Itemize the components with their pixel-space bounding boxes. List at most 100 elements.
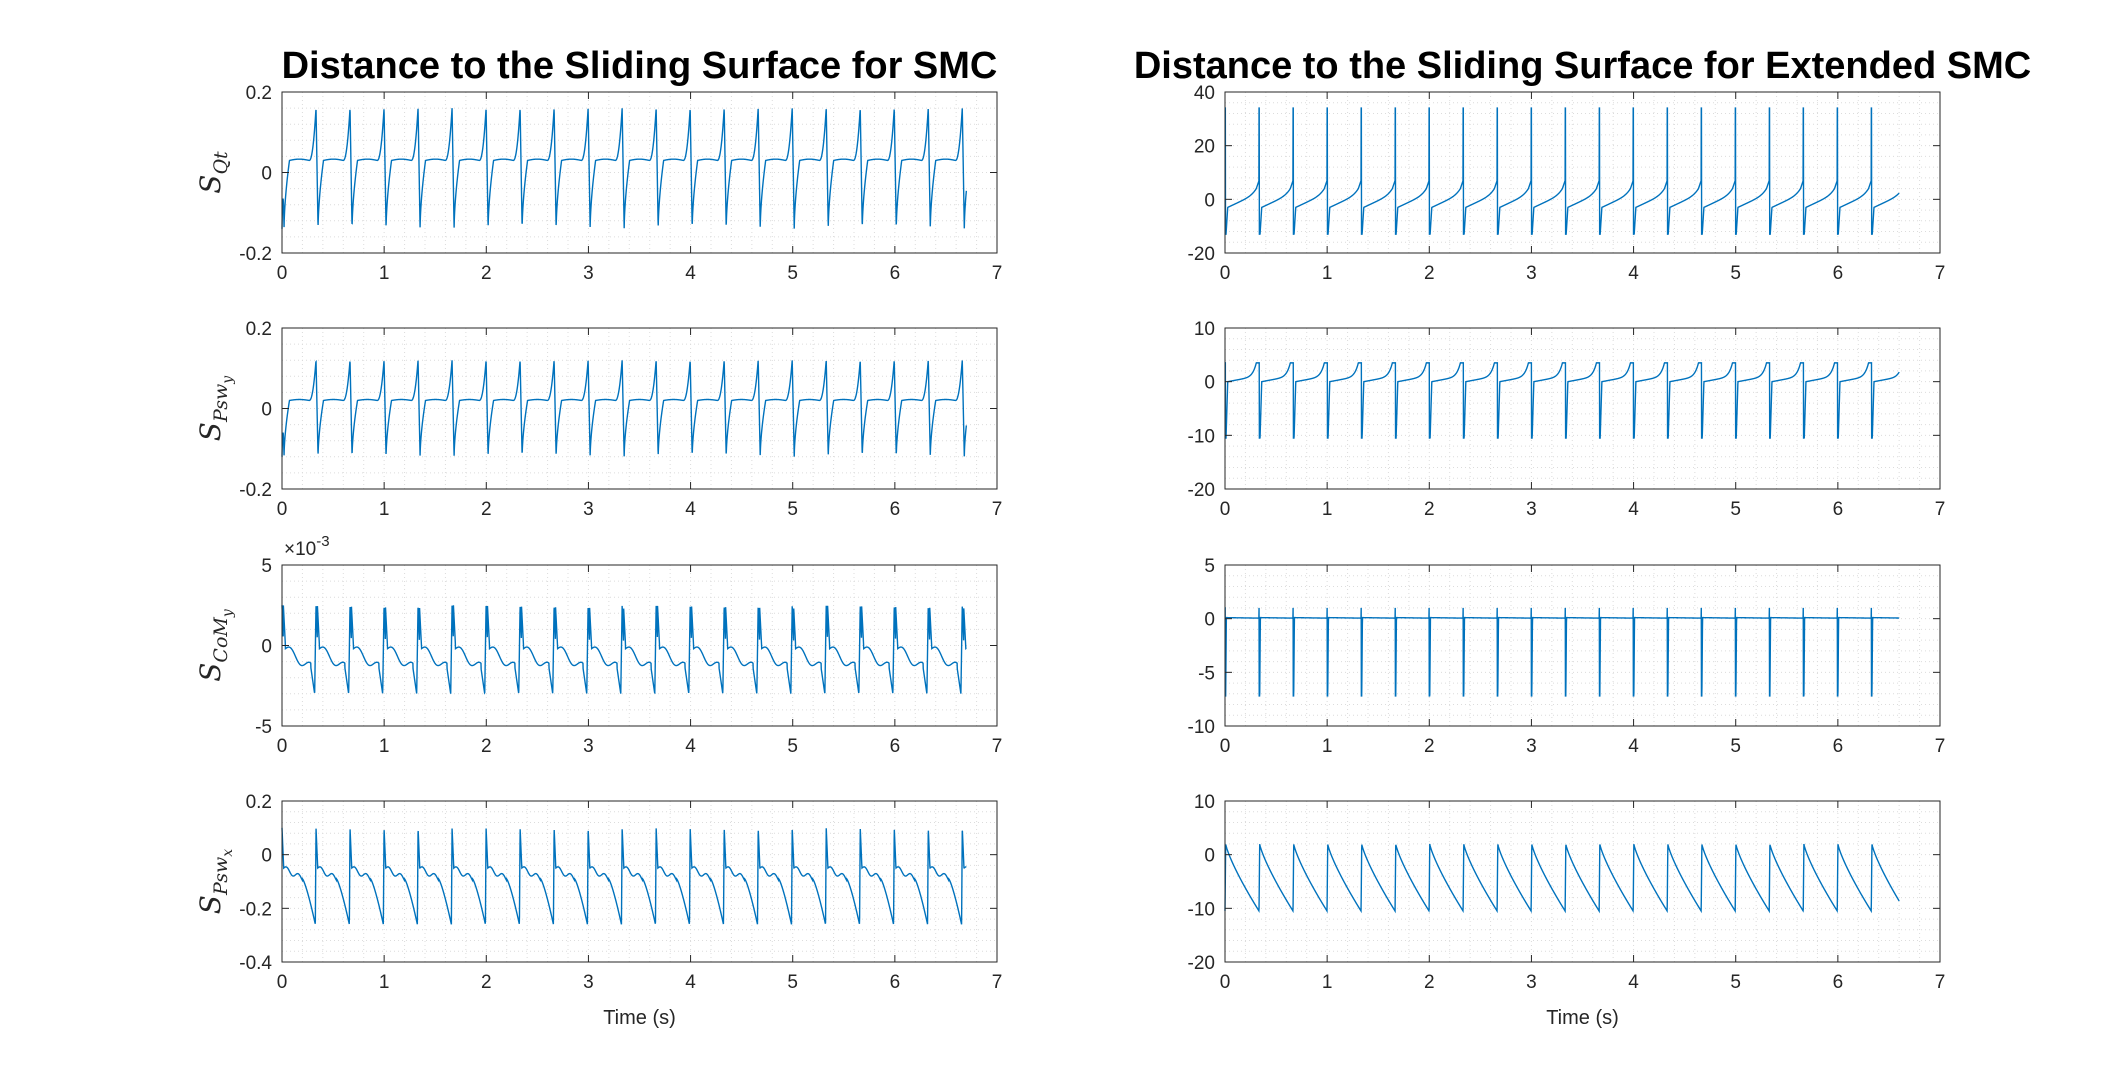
- x-tick-label: 7: [992, 736, 1003, 757]
- y-tick-label: 10: [1194, 319, 1215, 340]
- x-tick-label: 4: [1628, 499, 1639, 520]
- plot-area: [282, 92, 997, 253]
- x-tick-label: 4: [1628, 736, 1639, 757]
- x-tick-label: 3: [1526, 499, 1537, 520]
- x-tick-label: 5: [787, 499, 798, 520]
- series-line: [281, 827, 967, 925]
- x-tick-label: 7: [1935, 499, 1946, 520]
- y-tick-label: -10: [1188, 899, 1215, 920]
- x-tick-label: 6: [890, 736, 901, 757]
- y-tick-label: -10: [1188, 426, 1215, 447]
- x-tick-label: 1: [1322, 736, 1333, 757]
- x-tick-label: 7: [992, 499, 1003, 520]
- y-tick-label: 0: [1204, 610, 1215, 631]
- x-axis-label: Time (s): [1546, 1007, 1619, 1029]
- x-tick-label: 6: [1833, 499, 1844, 520]
- subplot-r2: 0 1 2 3 4 5 6 7 -20 -10 0 10: [1188, 319, 1946, 520]
- x-tick-label: 2: [1424, 736, 1435, 757]
- x-tick-label: 2: [481, 972, 492, 993]
- x-tick-label: 0: [277, 972, 288, 993]
- y-tick-label: -0.2: [239, 899, 272, 920]
- series-line: [281, 605, 967, 695]
- series-line: [1224, 362, 1900, 439]
- x-tick-label: 3: [583, 972, 594, 993]
- y-tick-label: 10: [1194, 792, 1215, 813]
- x-tick-label: 5: [1730, 263, 1741, 284]
- y-tick-label: 0.2: [246, 792, 272, 813]
- x-tick-label: 3: [1526, 736, 1537, 757]
- x-tick-label: 6: [1833, 736, 1844, 757]
- series-line: [1224, 107, 1900, 235]
- x-tick-label: 4: [685, 972, 696, 993]
- x-tick-label: 2: [481, 499, 492, 520]
- x-tick-label: 7: [992, 972, 1003, 993]
- x-tick-label: 1: [379, 736, 390, 757]
- x-tick-label: 2: [1424, 499, 1435, 520]
- x-tick-label: 6: [1833, 263, 1844, 284]
- x-tick-label: 4: [685, 736, 696, 757]
- plot-area: [282, 801, 997, 962]
- y-axis-label: SCoMy: [194, 608, 236, 682]
- x-tick-label: 3: [583, 263, 594, 284]
- x-tick-label: 6: [890, 499, 901, 520]
- x-tick-label: 4: [1628, 972, 1639, 993]
- y-exponent-label: ×10-3: [284, 533, 330, 560]
- x-tick-label: 7: [992, 263, 1003, 284]
- y-tick-label: -0.2: [239, 480, 272, 501]
- y-tick-label: 40: [1194, 83, 1215, 104]
- x-tick-label: 1: [379, 499, 390, 520]
- x-tick-label: 2: [481, 736, 492, 757]
- x-axis-label: Time (s): [603, 1007, 676, 1029]
- x-tick-label: 2: [481, 263, 492, 284]
- x-tick-label: 5: [1730, 736, 1741, 757]
- y-tick-label: 0: [261, 846, 272, 867]
- x-tick-label: 5: [787, 736, 798, 757]
- plot-area: [282, 328, 997, 489]
- series-line: [1224, 607, 1900, 697]
- chart-title: Distance to the Sliding Surface for SMC: [282, 45, 998, 87]
- x-tick-label: 1: [1322, 499, 1333, 520]
- y-tick-label: 5: [1204, 556, 1215, 577]
- x-tick-label: 3: [583, 736, 594, 757]
- y-axis-label: SPswx: [194, 849, 236, 914]
- x-tick-label: 5: [1730, 499, 1741, 520]
- axes-box: [1224, 91, 1941, 254]
- x-tick-label: 5: [787, 972, 798, 993]
- y-tick-label: 0: [1204, 846, 1215, 867]
- axes-box: [281, 800, 998, 963]
- y-tick-label: 0.2: [246, 319, 272, 340]
- chart-title: Distance to the Sliding Surface for Exte…: [1134, 45, 2031, 87]
- plot-area: [1225, 92, 1940, 253]
- x-tick-label: 2: [1424, 263, 1435, 284]
- y-tick-label: 0.2: [246, 83, 272, 104]
- y-tick-label: -20: [1188, 480, 1215, 501]
- axes-box: [1224, 800, 1941, 963]
- x-tick-label: 1: [379, 972, 390, 993]
- x-tick-label: 5: [787, 263, 798, 284]
- x-tick-label: 4: [685, 499, 696, 520]
- y-tick-label: -5: [1198, 663, 1215, 684]
- x-tick-label: 0: [1220, 263, 1231, 284]
- y-tick-label: -10: [1188, 717, 1215, 738]
- x-tick-label: 3: [583, 499, 594, 520]
- y-tick-label: 0: [1204, 373, 1215, 394]
- x-tick-label: 7: [1935, 972, 1946, 993]
- subplot-l4: 0 1 2 3 4 5 6 7 -0.4 -0.2 0 0.2 SPswx Time (s): [194, 792, 1002, 1029]
- x-tick-label: 7: [1935, 263, 1946, 284]
- y-tick-label: 5: [261, 556, 272, 577]
- x-tick-label: 0: [277, 736, 288, 757]
- x-tick-label: 6: [890, 263, 901, 284]
- subplot-r4: 0 1 2 3 4 5 6 7 -20 -10 0 10 Time (s): [1188, 792, 1946, 1029]
- y-tick-label: -20: [1188, 953, 1215, 974]
- y-tick-label: 0: [261, 164, 272, 185]
- x-tick-label: 5: [1730, 972, 1741, 993]
- x-tick-label: 4: [685, 263, 696, 284]
- x-tick-label: 0: [277, 263, 288, 284]
- plot-area: [1225, 328, 1940, 489]
- x-tick-label: 7: [1935, 736, 1946, 757]
